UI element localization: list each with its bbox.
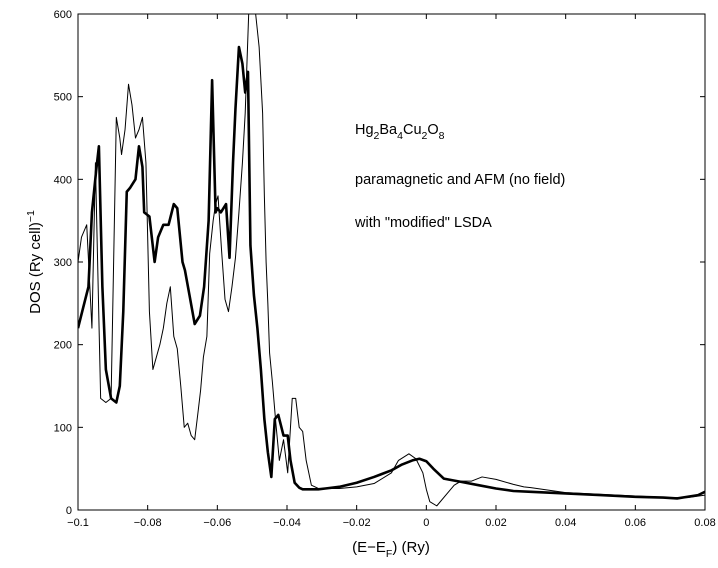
formula-subscript: 8	[439, 130, 445, 142]
annotation-paramagnetic: paramagnetic and AFM (no field)	[355, 172, 565, 188]
y-tick-label: 500	[54, 92, 72, 104]
plot-area: −0.1 −0.08 −0.06 −0.04 −0.02 0 0.02 0.04 0.06 0.0…	[54, 9, 716, 529]
x-tick-label: −0.04	[273, 517, 301, 529]
formula-element: Cu	[403, 122, 422, 138]
x-tick-label: 0.08	[694, 517, 715, 529]
formula-subscript: 2	[422, 130, 428, 142]
y-tick-label: 400	[54, 174, 72, 186]
y-tick-label: 200	[54, 340, 72, 352]
formula-element: O	[427, 122, 438, 138]
x-tick-label: 0	[423, 517, 429, 529]
series-line-thin	[78, 14, 705, 507]
y-ticks: 0 100 200 300 400 500 600	[54, 9, 705, 517]
x-tick-label: 0.06	[625, 517, 646, 529]
y-tick-label: 300	[54, 257, 72, 269]
y-tick-label: 100	[54, 422, 72, 434]
formula-annotation: Hg2Ba4Cu2O8	[355, 122, 445, 142]
x-ticks: −0.1 −0.08 −0.06 −0.04 −0.02 0 0.02 0.04 0.06 0.0…	[67, 14, 716, 529]
formula-element: Ba	[379, 122, 398, 138]
formula-element: Hg	[355, 122, 374, 138]
y-tick-label: 600	[54, 9, 72, 21]
series-group	[78, 14, 705, 507]
x-tick-label: −0.02	[343, 517, 371, 529]
plot-frame	[77, 13, 706, 511]
x-tick-label: 0.04	[555, 517, 576, 529]
series-line-thick	[78, 45, 705, 500]
x-tick-label: −0.06	[203, 517, 231, 529]
formula-subscript: 2	[374, 130, 380, 142]
annotations: Hg2Ba4Cu2O8 paramagnetic and AFM (no fie…	[354, 122, 565, 231]
x-tick-label: −0.1	[67, 517, 89, 529]
x-axis-label: (E−EF) (Ry)	[352, 539, 430, 560]
annotation-modified-lsda: with "modified" LSDA	[354, 215, 492, 231]
x-tick-label: −0.08	[134, 517, 162, 529]
x-tick-label: 0.02	[485, 517, 506, 529]
y-tick-label: 0	[66, 505, 72, 517]
y-axis-label: DOS (Ry cell)−1	[25, 210, 44, 314]
formula-subscript: 4	[397, 130, 403, 142]
